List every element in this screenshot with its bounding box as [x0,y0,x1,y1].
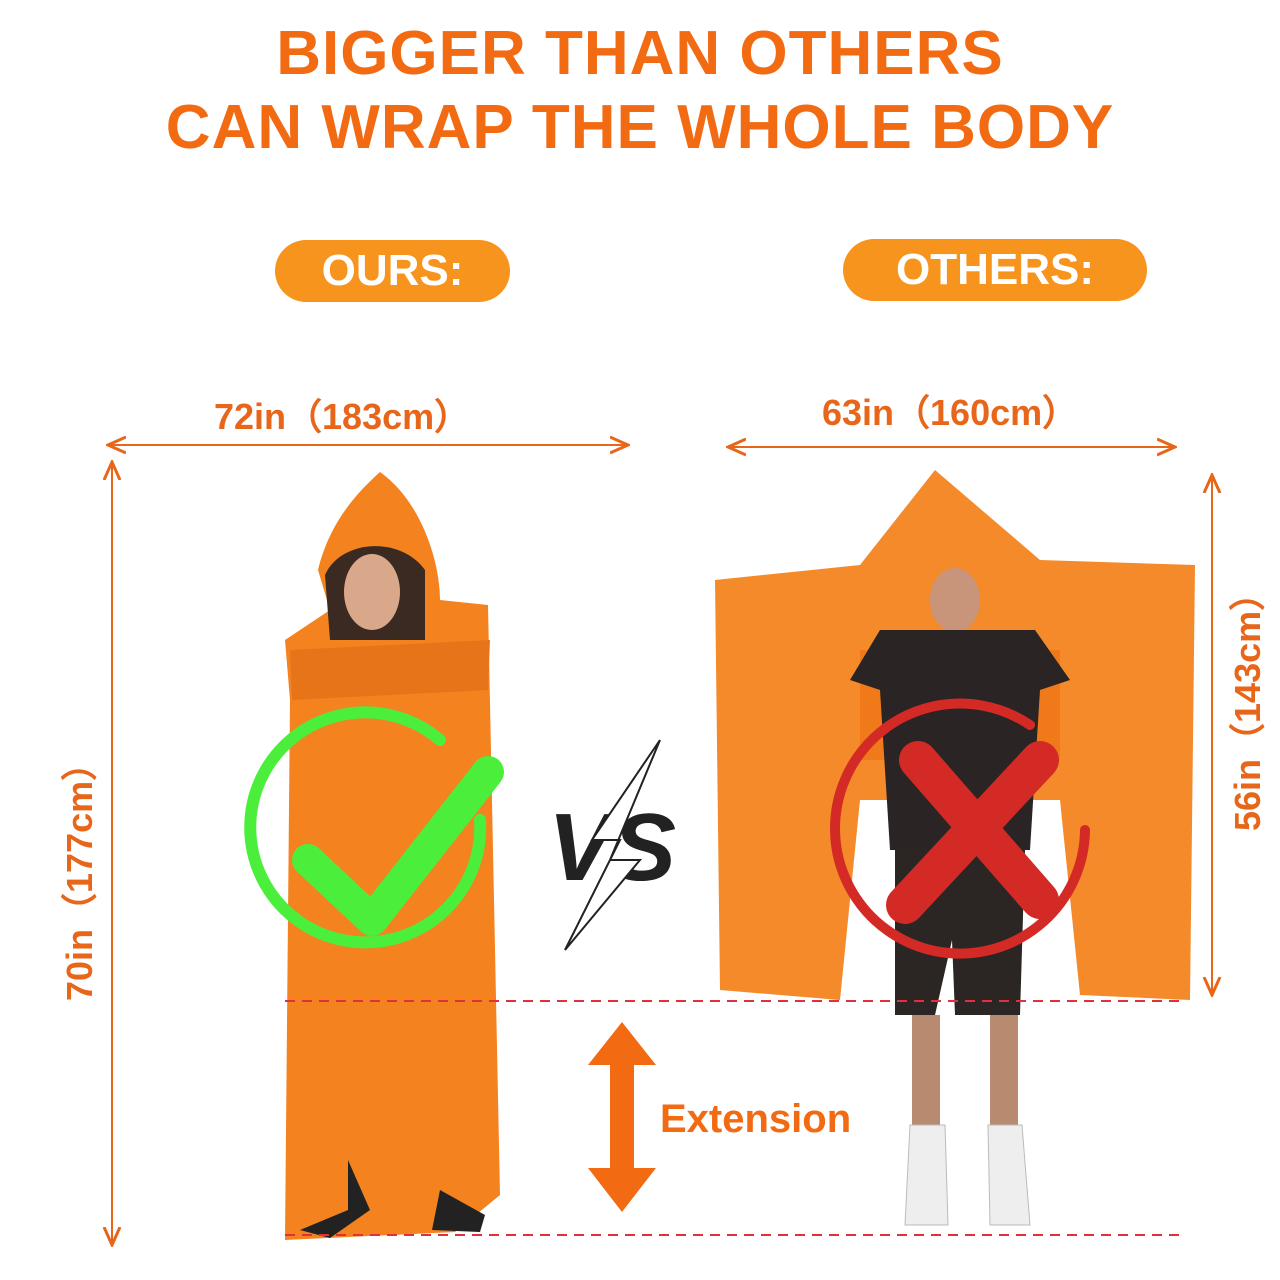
x-circle-icon [830,698,1090,959]
extension-label: Extension [660,1097,852,1141]
vs-icon: VS [548,739,676,951]
others-badge: OTHERS: [843,239,1147,301]
ours-badge: OURS: [275,240,510,302]
ours-wrapped-person [285,472,500,1240]
check-circle-icon [244,706,504,949]
extension-arrow-icon [588,1022,656,1212]
headline-line-2: CAN WRAP THE WHOLE BODY [165,93,1115,162]
others-width-label: 63in（160cm） [822,392,1079,433]
headline-line-1: BIGGER THAN OTHERS [276,19,1004,88]
ours-width-label: 72in（183cm） [214,396,471,437]
